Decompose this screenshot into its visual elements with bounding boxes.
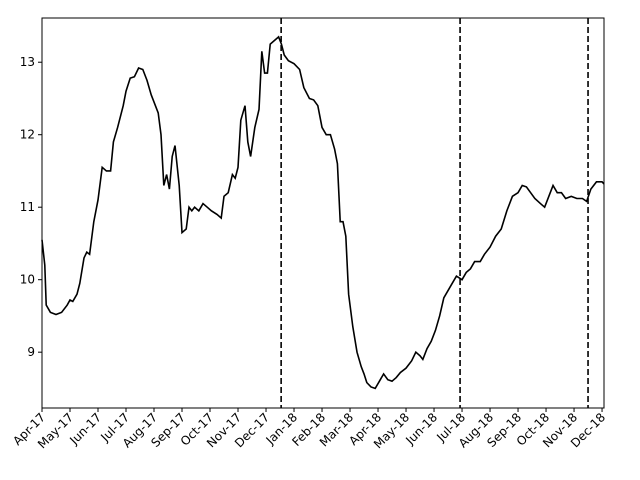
y-tick-label: 13 xyxy=(20,55,35,69)
x-tick-label: Jun-18 xyxy=(402,410,440,448)
y-tick-label: 9 xyxy=(27,345,35,359)
plot-frame xyxy=(41,17,605,409)
y-tick-label: 12 xyxy=(20,128,35,142)
y-tick-label: 10 xyxy=(20,273,35,287)
y-tick-label: 11 xyxy=(20,200,35,214)
x-tick-label: Jun-17 xyxy=(66,410,104,448)
series-line xyxy=(41,35,605,390)
